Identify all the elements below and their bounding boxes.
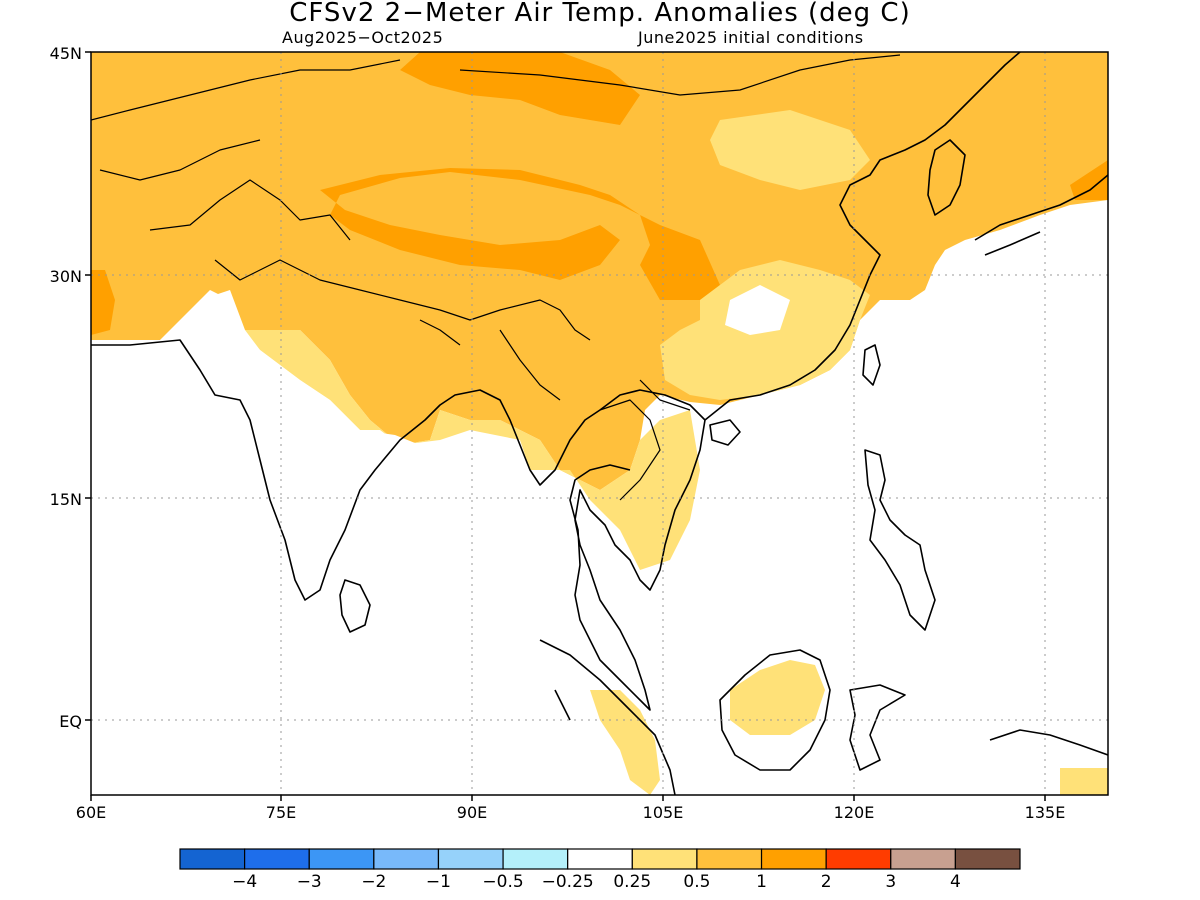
colorbar-tick-label: 0.25: [613, 872, 652, 892]
colorbar-tick-label: −0.25: [541, 872, 594, 892]
coast-srilanka: [339, 579, 371, 633]
colorbar-tick-label: 1: [756, 872, 767, 892]
lon-label-60e: 60E: [75, 803, 107, 822]
anomaly-region-neutral-india: [91, 290, 430, 680]
coast-sumatra: [539, 639, 676, 795]
colorbar-tick-label: −3: [296, 872, 322, 892]
lat-label-45n: 45N: [49, 44, 82, 63]
anomaly-region-weak-newguinea: [1060, 768, 1108, 795]
colorbar-tick-label: −1: [425, 872, 451, 892]
colorbar-swatch: [179, 848, 246, 870]
colorbar-tick-label: 3: [885, 872, 897, 892]
coast-philippines: [864, 449, 936, 631]
colorbar-swatch: [631, 848, 698, 870]
colorbar-swatch: [308, 848, 375, 870]
forecast-period: Aug2025−Oct2025: [282, 28, 444, 47]
lat-label-eq: EQ: [59, 712, 82, 731]
colorbar-swatch: [954, 848, 1021, 870]
colorbar: [179, 848, 1021, 870]
coast-hainan: [709, 419, 741, 446]
coast-newguinea: [989, 729, 1108, 756]
coast-korea: [927, 139, 966, 216]
coastlines: [91, 52, 1108, 795]
anomaly-region-weak-sumatra: [590, 690, 660, 795]
plot-frame: [90, 51, 1109, 796]
coast-mainland: [91, 52, 1021, 711]
colorbar-swatch: [244, 848, 310, 870]
colorbar-tick-label: −4: [232, 872, 258, 892]
coast-sulawesi: [849, 684, 906, 771]
lon-label-75e: 75E: [265, 803, 297, 822]
colorbar-swatch: [373, 848, 440, 870]
lon-label-90e: 90E: [456, 803, 488, 822]
colorbar-tick-label: 2: [820, 872, 832, 892]
lon-label-135e: 135E: [1024, 803, 1066, 822]
anomaly-region-strong-japan: [1070, 160, 1108, 200]
lat-lon-grid: [91, 52, 1108, 795]
colorbar-tick-label: −2: [361, 872, 387, 892]
colorbar-swatch: [890, 848, 956, 870]
anomaly-region-neutral-china: [725, 285, 790, 335]
anomaly-region-weak-borneo: [730, 660, 825, 735]
coast-japan: [974, 174, 1108, 256]
anomaly-region-strong-west: [91, 270, 115, 335]
lat-label-15n: 15N: [49, 490, 82, 509]
initial-conditions: June2025 initial conditions: [638, 28, 864, 47]
lat-label-30n: 30N: [49, 267, 82, 286]
colorbar-swatch: [437, 848, 504, 870]
anomaly-region-weak-north: [710, 110, 870, 190]
anomaly-region-strong-central: [320, 168, 720, 300]
anomaly-field: [91, 52, 1108, 795]
colorbar-swatch: [825, 848, 892, 870]
colorbar-tick-label: 0.5: [683, 872, 711, 892]
axis-ticks: [85, 51, 1046, 801]
map-title: CFSv2 2−Meter Air Temp. Anomalies (deg C…: [289, 0, 911, 28]
colorbar-swatch: [502, 848, 569, 870]
colorbar-swatch: [696, 848, 763, 870]
colorbar-swatch: [567, 848, 633, 870]
coast-taiwan: [862, 344, 881, 386]
lon-label-105e: 105E: [642, 803, 684, 822]
lon-label-120e: 120E: [833, 803, 875, 822]
coast-borneo: [719, 649, 831, 771]
colorbar-tick-label: 4: [949, 872, 961, 892]
border-lines: [91, 54, 901, 501]
colorbar-tick-label: −0.5: [482, 872, 524, 892]
anomaly-region-weak-india: [240, 330, 700, 570]
colorbar-swatch: [760, 848, 827, 870]
